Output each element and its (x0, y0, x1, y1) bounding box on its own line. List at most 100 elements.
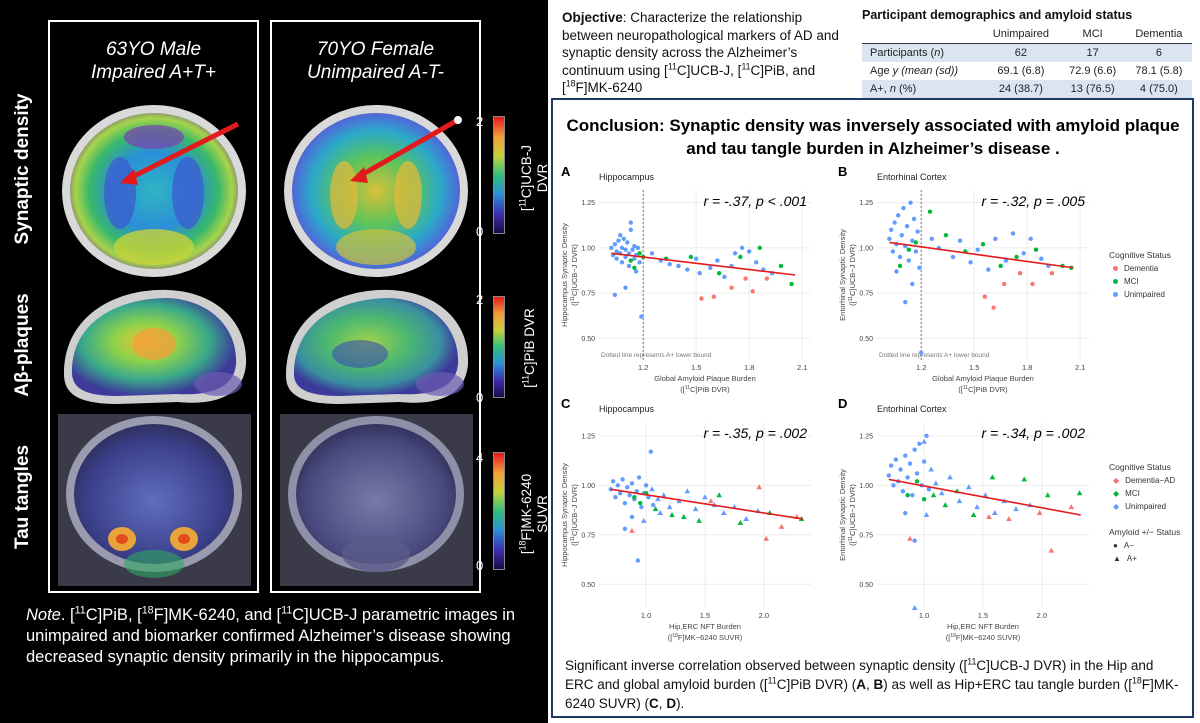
data-point (629, 527, 635, 533)
summary-text: Significant inverse correlation observed… (565, 656, 1179, 711)
data-point (638, 500, 643, 506)
conclusion-heading: Conclusion: Synaptic density was inverse… (566, 116, 1180, 158)
y-tick-label: 0.75 (859, 291, 873, 298)
colorbar-pib-min: 0 (476, 390, 484, 405)
colorbar-ucbj-max: 2 (476, 114, 484, 129)
data-point (764, 276, 770, 281)
results-box: Conclusion: Synaptic density was inverse… (551, 98, 1194, 718)
data-point (666, 504, 673, 510)
data-point (891, 483, 896, 488)
legend-title-amyloid: Amyloid +/− Status (1109, 527, 1181, 537)
data-point (886, 473, 891, 478)
data-point (914, 471, 920, 476)
x-tick-label: 1.5 (691, 363, 701, 372)
plot-title: Entorhinal Cortex (877, 172, 947, 182)
data-point (910, 493, 915, 498)
brain-mk6240-impaired (58, 414, 251, 586)
data-point (648, 449, 654, 454)
figure-note: Note. [11C]PiB, [18F]MK-6240, and [11C]U… (26, 604, 516, 666)
y-axis-label-units: ([11C]UCB−J DVR) (570, 244, 579, 306)
table-row: Age y (mean (sd)) 69.1 (6.8) 72.9 (6.6) 78… (870, 65, 1183, 77)
data-point (632, 243, 637, 249)
data-point (632, 256, 637, 261)
row-label-plaques: Aβ-plaques (12, 293, 33, 397)
x-axis-label: Global Amyloid Plaque Burden (654, 374, 756, 383)
y-tick-label: 0.75 (859, 532, 873, 539)
demographics-title: Participant demographics and amyloid sta… (862, 8, 1133, 22)
data-point (649, 251, 655, 256)
scatter-plot-c: Hippocampus 1.0 1.5 2.0 0.50 0.75 1.00 1.25 r = … (560, 404, 811, 642)
data-point (1021, 476, 1028, 482)
data-point (693, 256, 699, 261)
data-point (614, 256, 619, 261)
data-point (750, 289, 755, 294)
data-point (615, 483, 621, 488)
data-point (619, 260, 625, 265)
data-point (897, 254, 903, 260)
colorbar-ucbj-title: [11C]UCB-J DVR (517, 144, 551, 212)
data-point (696, 517, 702, 523)
regression-line (611, 252, 796, 276)
data-point (608, 487, 613, 492)
x-axis-label: Hip,ERC NFT Burden (669, 622, 741, 631)
data-point (894, 269, 899, 274)
panel-letter-b: B (838, 164, 848, 179)
y-axis-label: Hippocampus Synaptic Density (560, 463, 569, 567)
data-point (623, 285, 628, 290)
data-point (716, 270, 722, 276)
legend-item-mci: MCI (1113, 277, 1171, 286)
data-point (982, 294, 987, 299)
colorbar-pib (493, 296, 505, 398)
data-point (913, 249, 919, 254)
data-point (628, 227, 633, 232)
data-point (789, 281, 794, 287)
data-point (912, 538, 917, 543)
data-point (986, 513, 992, 519)
table-row: Participants (n) 62 17 6 (862, 43, 1192, 62)
y-tick-label: 0.75 (581, 532, 595, 539)
data-point (911, 605, 918, 610)
data-point (898, 467, 903, 472)
data-point (1021, 251, 1026, 256)
data-point (657, 510, 664, 516)
data-point (938, 490, 945, 496)
data-point (743, 515, 750, 521)
data-point (950, 254, 956, 260)
data-point (942, 502, 949, 508)
data-point (924, 433, 929, 439)
x-axis-label-units: ([18F]MK−6240 SUVR) (946, 633, 1021, 642)
data-point (933, 480, 939, 486)
data-point (957, 238, 963, 243)
data-point (930, 492, 937, 498)
scatter-plot-a: Hippocampus 1.2 1.5 1.8 2.1 0.50 0.75 1.00 1.25 D… (560, 172, 811, 394)
x-tick-label: 1.0 (641, 611, 651, 620)
data-point (910, 281, 915, 287)
data-point (778, 523, 785, 529)
data-point (908, 200, 913, 205)
row-label-synaptic: Synaptic density (12, 93, 33, 245)
data-point (613, 494, 618, 500)
y-axis-label: Hippocampus Synaptic Density (560, 223, 569, 327)
x-axis-label-units: ([11C]PiB DVR) (958, 385, 1008, 394)
data-point (986, 267, 991, 272)
data-point (699, 296, 704, 301)
data-point (630, 247, 635, 252)
data-point (918, 350, 924, 355)
legend-item-a-pos: ▲ A+ (1113, 554, 1137, 563)
data-point (708, 265, 713, 270)
demographics-table: Participant demographics and amyloid sta… (862, 8, 1192, 99)
x-tick-label: 2.0 (1037, 611, 1047, 620)
data-point (743, 276, 748, 281)
y-tick-label: 0.50 (859, 336, 873, 343)
data-point (910, 238, 915, 243)
brain-images-panel: Synaptic density Aβ-plaques Tau tangles … (0, 0, 551, 723)
data-point (721, 510, 727, 516)
colorbar-mk6240-min: 0 (476, 558, 484, 573)
threshold-note: Dotted line represents A+ lower bound (879, 352, 990, 359)
correlation-annotation: r = -.35, p = .002 (703, 425, 807, 441)
plot-title: Entorhinal Cortex (877, 404, 947, 414)
data-point (622, 500, 628, 506)
table-header: Dementia (1125, 25, 1192, 44)
y-tick-label: 1.25 (581, 433, 595, 440)
data-point (900, 489, 906, 494)
